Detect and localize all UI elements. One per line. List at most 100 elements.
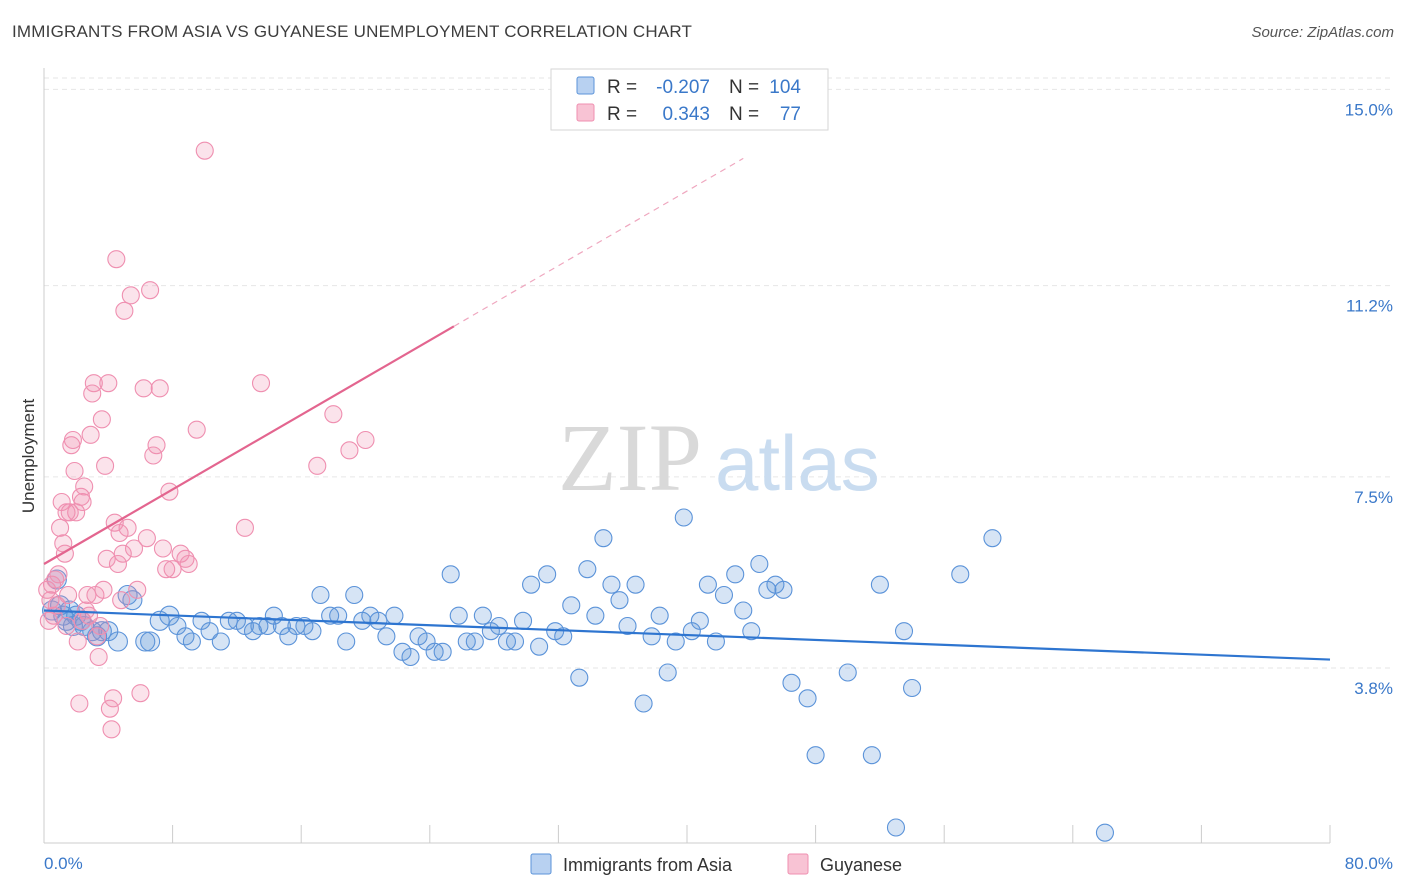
scatter-point bbox=[102, 720, 121, 739]
y-tick-label: 11.2% bbox=[1346, 297, 1393, 316]
scatter-point bbox=[465, 632, 484, 651]
stats-n-value-blue: 104 bbox=[769, 77, 801, 98]
scatter-point bbox=[522, 575, 541, 594]
y-tick-label: 7.5% bbox=[1354, 488, 1393, 507]
scatter-point bbox=[179, 554, 198, 574]
scatter-point bbox=[714, 585, 734, 605]
scatter-point bbox=[76, 601, 95, 620]
scatter-point bbox=[337, 632, 356, 651]
scatter-point bbox=[42, 575, 62, 594]
scatter-point bbox=[92, 410, 111, 429]
scatter-point bbox=[258, 616, 277, 636]
stats-n-value-pink: 77 bbox=[780, 104, 801, 125]
scatter-point bbox=[182, 632, 201, 651]
scatter-point bbox=[578, 560, 597, 579]
scatter-point bbox=[674, 508, 693, 527]
trend-line-asia bbox=[43, 609, 1331, 661]
gridlines bbox=[44, 77, 1393, 669]
trend-lines bbox=[43, 157, 1331, 661]
scatter-point bbox=[124, 539, 144, 558]
scatter-point bbox=[99, 374, 118, 393]
y-tick-label: 3.8% bbox=[1354, 679, 1393, 698]
scatter-point bbox=[449, 606, 468, 625]
x-ticks bbox=[43, 825, 1331, 843]
scatter-point bbox=[91, 621, 112, 642]
scatter-point bbox=[473, 606, 492, 625]
scatter-point bbox=[505, 632, 525, 651]
scatter-point bbox=[902, 678, 922, 698]
scatter-point bbox=[91, 616, 110, 636]
stats-legend-box bbox=[550, 68, 829, 131]
scatter-point bbox=[311, 585, 330, 605]
y-axis-label: Unemployment bbox=[19, 399, 38, 514]
scatter-point bbox=[135, 631, 156, 652]
scatter-point bbox=[65, 461, 84, 481]
scatter-point bbox=[303, 622, 322, 641]
scatter-point bbox=[838, 663, 857, 682]
scatter-point bbox=[441, 565, 460, 584]
series-points bbox=[38, 141, 1114, 842]
x-tick-label-min: 0.0% bbox=[44, 854, 83, 873]
scatter-point bbox=[750, 554, 769, 574]
scatter-point bbox=[356, 430, 375, 450]
scatter-point bbox=[602, 575, 621, 594]
legend-swatch-guyanese bbox=[787, 853, 809, 875]
stats-r-value-pink: 0.343 bbox=[662, 104, 710, 125]
scatter-point bbox=[530, 637, 549, 656]
scatter-point bbox=[570, 668, 589, 687]
scatter-point bbox=[68, 632, 87, 651]
scatter-point bbox=[642, 627, 661, 646]
scatter-point bbox=[634, 694, 653, 713]
scatter-point bbox=[658, 663, 677, 682]
scatter-point bbox=[594, 529, 613, 548]
watermark: ZIP atlas bbox=[558, 404, 880, 511]
stats-r-label-blue: R = bbox=[607, 77, 637, 98]
scatter-point bbox=[650, 606, 669, 625]
scatter-point bbox=[144, 446, 163, 465]
scatter-point bbox=[369, 611, 388, 630]
scatter-point bbox=[140, 631, 161, 652]
scatter-point bbox=[81, 425, 100, 444]
scatter-point bbox=[562, 596, 581, 615]
scatter-point bbox=[200, 622, 219, 641]
scatter-point bbox=[983, 529, 1002, 548]
scatter-point bbox=[163, 560, 182, 579]
scatter-point bbox=[324, 405, 343, 424]
scatter-point bbox=[329, 606, 348, 625]
scatter-point bbox=[610, 591, 629, 610]
scatter-point bbox=[1095, 823, 1114, 842]
scatter-point bbox=[774, 580, 793, 599]
scatter-point bbox=[272, 616, 291, 636]
scatter-point bbox=[47, 596, 66, 615]
scatter-point bbox=[153, 539, 173, 558]
scatter-point bbox=[100, 699, 119, 718]
scatter-point bbox=[107, 631, 128, 652]
scatter-point bbox=[187, 420, 206, 439]
scatter-point bbox=[235, 518, 254, 537]
scatter-point bbox=[128, 580, 147, 599]
scatter-point bbox=[951, 565, 970, 584]
scatter-point bbox=[108, 554, 127, 574]
scatter-point bbox=[57, 616, 76, 636]
scatter-point bbox=[157, 560, 176, 579]
legend-label-guyanese: Guyanese bbox=[820, 855, 902, 875]
scatter-point bbox=[626, 575, 645, 594]
scatter-point bbox=[554, 627, 573, 646]
scatter-point bbox=[97, 549, 116, 568]
scatter-point bbox=[113, 544, 132, 563]
scatter-point bbox=[195, 141, 214, 160]
scatter-point bbox=[51, 518, 70, 537]
scatter-point bbox=[538, 565, 557, 584]
scatter-point bbox=[433, 642, 452, 661]
stats-swatch-blue bbox=[576, 76, 595, 95]
scatter-point bbox=[726, 565, 745, 584]
scatter-point bbox=[211, 632, 230, 651]
scatter-point bbox=[489, 616, 508, 636]
scatter-point bbox=[734, 601, 753, 620]
scatter-point bbox=[666, 632, 685, 651]
scatter-point bbox=[39, 611, 58, 630]
scatter-point bbox=[618, 616, 637, 636]
x-tick-label-max: 80.0% bbox=[1345, 854, 1393, 873]
scatter-point bbox=[89, 647, 108, 667]
